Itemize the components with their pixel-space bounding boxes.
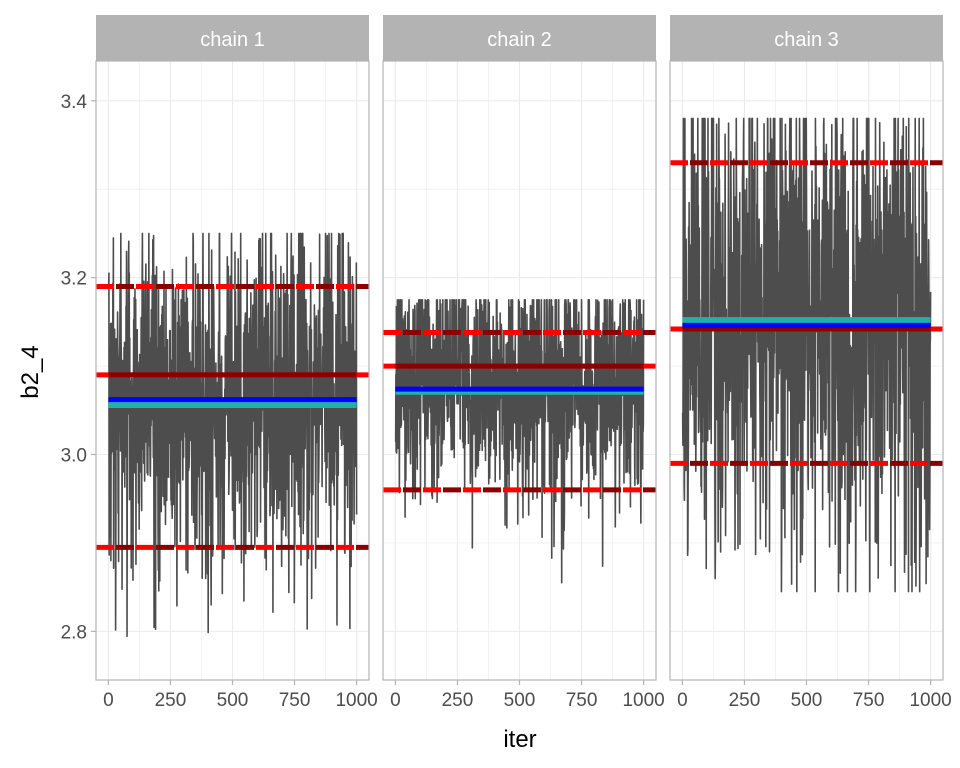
x-tick-label: 750: [853, 690, 885, 711]
strip-label: chain 2: [487, 29, 552, 51]
strip-chain-3: [670, 15, 943, 61]
x-tick-label: 250: [155, 690, 187, 711]
y-axis-title: b2_4: [17, 345, 44, 398]
strip-chain-2: [383, 15, 656, 61]
trace-line: [681, 117, 932, 593]
x-axis-title: iter: [503, 726, 536, 753]
x-tick-label: 0: [677, 690, 688, 711]
x-tick-label: 1000: [622, 690, 664, 711]
x-tick-label: 750: [566, 690, 598, 711]
x-tick-label: 500: [791, 690, 823, 711]
x-tick-label: 1000: [335, 690, 377, 711]
y-tick-label: 2.8: [61, 622, 87, 643]
x-tick-label: 0: [103, 690, 114, 711]
trace-line: [107, 232, 358, 637]
y-tick-label: 3.0: [61, 446, 87, 467]
x-tick-label: 500: [504, 690, 536, 711]
x-tick-label: 250: [442, 690, 474, 711]
y-tick-label: 3.2: [61, 269, 87, 290]
x-tick-label: 0: [390, 690, 401, 711]
panel-chain-3: chain 3 0 250 500 750 1000: [669, 15, 952, 711]
strip-label: chain 1: [200, 29, 265, 51]
x-tick-label: 250: [729, 690, 761, 711]
y-tick-label: 3.4: [61, 92, 88, 113]
trace-line: [394, 298, 645, 584]
panel-chain-1: chain 1 0 250 500 750 1000: [95, 15, 378, 711]
strip-chain-1: [96, 15, 369, 61]
x-tick-label: 1000: [909, 690, 951, 711]
strip-label: chain 3: [774, 29, 839, 51]
x-tick-label: 500: [217, 690, 249, 711]
panel-chain-2: chain 2 0 250 500 750 1000: [382, 15, 665, 711]
x-tick-label: 750: [279, 690, 311, 711]
